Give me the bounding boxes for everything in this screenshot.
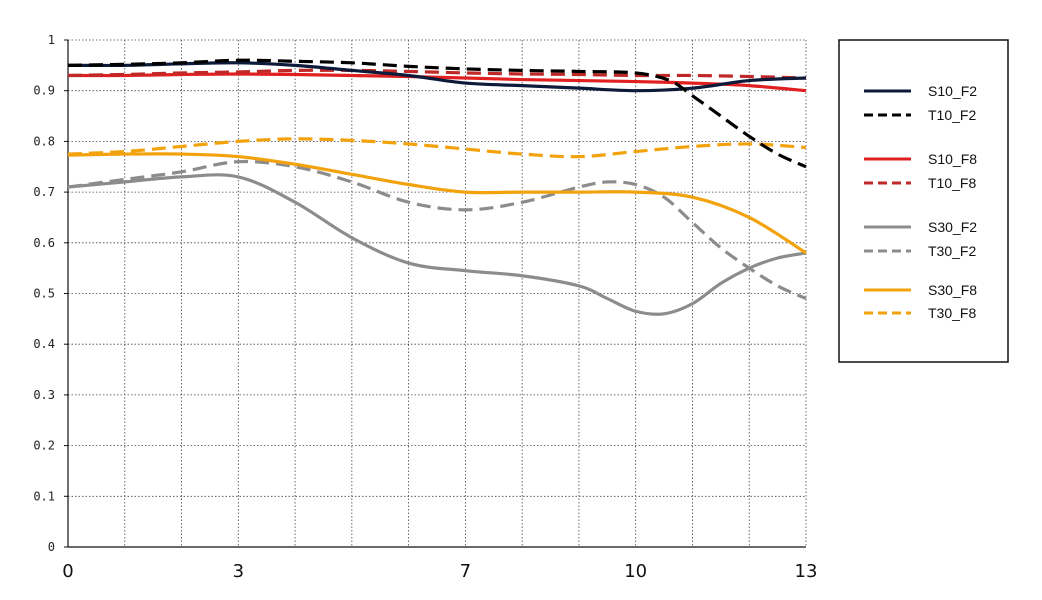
grid — [68, 39, 806, 547]
y-tick-label: 0.7 — [33, 185, 55, 199]
series-line-t10-f2 — [67, 58, 807, 169]
legend-label: T30_F2 — [928, 243, 976, 259]
y-tick-label: 0 — [48, 540, 55, 554]
x-tick-label: 0 — [62, 561, 73, 582]
series-line-s30-f8 — [67, 152, 807, 255]
y-tick-label: 0.4 — [33, 337, 55, 351]
series-line-t30-f8 — [67, 137, 807, 159]
y-tick-label: 0.6 — [33, 236, 55, 250]
y-tick-label: 0.5 — [33, 287, 55, 301]
axes — [64, 39, 807, 548]
x-tick-label: 7 — [460, 561, 471, 582]
legend-label: S30_F8 — [928, 282, 977, 298]
legend-label: S10_F2 — [928, 83, 977, 99]
legend-items: S10_F2 T10_F2 S10_F8 T10_F8 S30_F2 T30_F2 S30_… — [864, 83, 977, 321]
tick-labels: 00.10.20.30.40.50.60.70.80.910 3 7 10 13 — [33, 33, 817, 582]
legend-label: S10_F8 — [928, 151, 977, 167]
series-lines — [67, 58, 807, 316]
legend-label: T10_F8 — [928, 175, 976, 191]
legend-label: T30_F8 — [928, 305, 976, 321]
series-line-t30-f2 — [67, 159, 807, 301]
legend-label: S30_F2 — [928, 219, 977, 235]
y-tick-label: 0.1 — [33, 489, 55, 503]
y-tick-label: 0.3 — [33, 388, 55, 402]
x-tick-label: 3 — [233, 561, 244, 582]
series-line-s30-f2 — [67, 173, 807, 316]
y-tick-label: 0.8 — [33, 134, 55, 148]
x-tick-label: 10 — [624, 561, 647, 582]
y-tick-label: 0.2 — [33, 439, 55, 453]
x-tick-label: 13 — [795, 561, 818, 582]
y-tick-label: 0.9 — [33, 84, 55, 98]
legend-box — [838, 39, 1009, 363]
y-tick-label: 1 — [48, 33, 55, 47]
legend: S10_F2 T10_F2 S10_F8 T10_F8 S30_F2 T30_F2 S30_… — [838, 39, 1009, 363]
legend-label: T10_F2 — [928, 107, 976, 123]
series-line-t10-f8 — [67, 68, 807, 80]
